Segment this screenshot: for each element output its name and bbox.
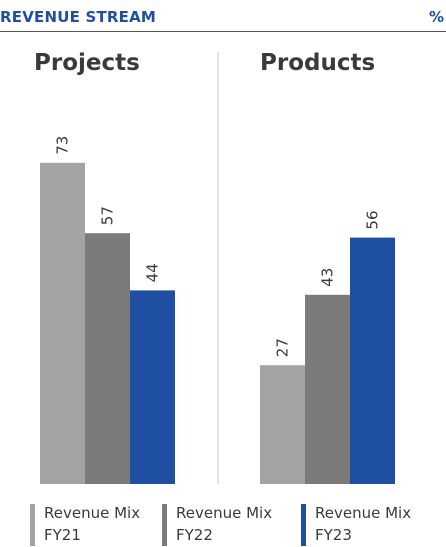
unit-label: % xyxy=(428,8,444,26)
data-label-products-fy22: 43 xyxy=(319,268,337,287)
panel-title-projects: Projects xyxy=(34,50,140,76)
bar-projects-fy22 xyxy=(85,233,130,484)
legend-label-fy21: Revenue Mix FY21 xyxy=(44,502,154,546)
data-label-projects-fy23: 44 xyxy=(144,263,162,282)
legend-swatch-fy21 xyxy=(30,504,35,546)
legend-label-fy21-line1: Revenue Mix xyxy=(44,504,141,522)
legend-label-fy21-line2: FY21 xyxy=(44,526,81,544)
bar-products-fy23 xyxy=(350,237,395,484)
legend-label-fy22: Revenue Mix FY22 xyxy=(176,502,286,546)
bar-products-fy22 xyxy=(305,294,350,484)
data-label-projects-fy21: 73 xyxy=(54,136,72,155)
legend-swatch-fy22 xyxy=(162,504,167,546)
data-label-products-fy21: 27 xyxy=(274,338,292,357)
legend-swatch-fy23 xyxy=(301,504,306,546)
panel-title-products: Products xyxy=(260,50,376,76)
chart-title: REVENUE STREAM xyxy=(0,8,157,26)
legend-label-fy23-line1: Revenue Mix xyxy=(315,504,412,522)
legend-label-fy23-line2: FY23 xyxy=(315,526,352,544)
data-label-products-fy23: 56 xyxy=(364,211,382,230)
header-bar: REVENUE STREAM % xyxy=(0,0,446,32)
data-label-projects-fy22: 57 xyxy=(99,206,117,225)
legend-label-fy22-line2: FY22 xyxy=(176,526,213,544)
bar-projects-fy21 xyxy=(40,162,85,485)
bar-projects-fy23 xyxy=(130,290,175,484)
legend-label-fy23: Revenue Mix FY23 xyxy=(315,502,425,546)
bar-products-fy21 xyxy=(260,365,305,484)
legend-label-fy22-line1: Revenue Mix xyxy=(176,504,273,522)
